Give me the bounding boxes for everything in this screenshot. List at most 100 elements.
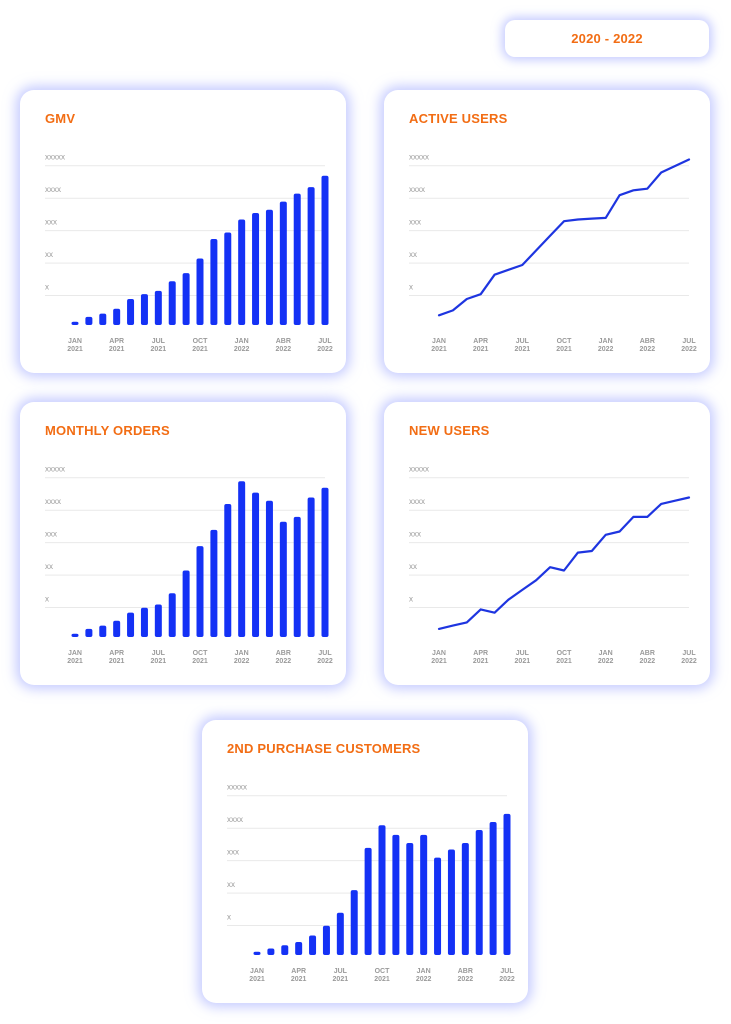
- bar: [265, 209, 273, 325]
- new-users-chart: xxxxxxxxxxxxxxxJAN2021APR2021JUL2021OCT2…: [409, 465, 697, 665]
- bar: [99, 313, 107, 325]
- date-range-badge: 2020 - 2022: [505, 20, 709, 57]
- y-tick-label: xxx: [45, 218, 57, 227]
- x-tick-label: 2022: [499, 976, 515, 983]
- bar: [293, 193, 301, 325]
- bar: [85, 316, 93, 325]
- bar: [210, 529, 218, 637]
- x-tick-label: 2021: [109, 658, 125, 665]
- x-tick-label: 2022: [681, 346, 697, 353]
- bar: [238, 481, 246, 637]
- bar: [182, 570, 190, 637]
- chart-title: NEW USERS: [409, 423, 490, 438]
- bar: [321, 175, 329, 325]
- x-tick-label: ABR: [640, 650, 655, 657]
- active-users-chart-card: ACTIVE USERS x xx xxx xxxx xxxxx JAN 2021 APR 20…: [384, 90, 710, 373]
- bar: [85, 628, 93, 637]
- active-users-chart: xxxxxxxxxxxxxxxJAN2021APR2021JUL2021OCT2…: [409, 153, 697, 353]
- bar: [127, 299, 135, 325]
- y-tick-label: xxxx: [409, 185, 425, 194]
- x-tick-label: JUL: [516, 338, 530, 345]
- y-tick-label: xx: [45, 250, 53, 259]
- bar: [113, 308, 121, 325]
- x-tick-label: 2022: [640, 346, 656, 353]
- chart-title: MONTHLY ORDERS: [45, 423, 170, 438]
- x-tick-label: OCT: [557, 338, 573, 345]
- x-tick-label: 2022: [276, 346, 292, 353]
- x-tick-label: 2021: [556, 658, 572, 665]
- x-tick-label: 2022: [234, 346, 250, 353]
- x-tick-label: JUL: [500, 968, 514, 975]
- x-tick-label: 2021: [151, 658, 167, 665]
- x-tick-label: ABR: [640, 338, 655, 345]
- bar: [364, 847, 372, 955]
- x-tick-label: 2022: [640, 658, 656, 665]
- x-tick-label: 2022: [681, 658, 697, 665]
- y-tick-label: xxxxx: [45, 465, 65, 474]
- x-tick-label: APR: [291, 968, 306, 975]
- bar: [503, 813, 511, 955]
- x-tick-label: ABR: [276, 338, 291, 345]
- bar: [293, 516, 301, 637]
- bar: [281, 945, 289, 955]
- bar: [252, 492, 260, 637]
- x-tick-label: OCT: [193, 650, 209, 657]
- bar: [378, 825, 386, 955]
- y-tick-label: xxxx: [409, 497, 425, 506]
- x-tick-label: ABR: [276, 650, 291, 657]
- x-tick-label: APR: [109, 338, 124, 345]
- y-tick-label: xx: [227, 880, 235, 889]
- x-tick-label: 2021: [431, 658, 447, 665]
- x-tick-label: JUL: [152, 650, 166, 657]
- y-tick-label: xxxxx: [227, 783, 247, 792]
- x-tick-label: JUL: [318, 650, 332, 657]
- x-tick-label: 2021: [515, 658, 531, 665]
- bar: [127, 612, 135, 637]
- bar: [265, 500, 273, 637]
- x-tick-label: 2021: [109, 346, 125, 353]
- bar: [140, 607, 148, 637]
- bar: [336, 912, 344, 955]
- x-tick-label: 2021: [515, 346, 531, 353]
- bar: [295, 942, 303, 955]
- x-tick-label: JUL: [682, 650, 696, 657]
- bar: [279, 201, 287, 325]
- bar: [252, 213, 260, 325]
- bar: [238, 219, 246, 325]
- y-tick-label: xxxxx: [45, 153, 65, 162]
- bar: [154, 290, 162, 325]
- y-tick-label: xxx: [227, 848, 239, 857]
- bar: [224, 232, 232, 325]
- y-tick-label: xxxx: [45, 497, 61, 506]
- second-purchase-customers-chart-card: 2ND PURCHASE CUSTOMERS x xx xxx xxxx xxxxx JA…: [202, 720, 528, 1003]
- y-tick-label: xx: [45, 562, 53, 571]
- x-tick-label: JUL: [682, 338, 696, 345]
- y-tick-label: x: [45, 283, 49, 292]
- x-tick-label: 2022: [416, 976, 432, 983]
- bar: [307, 497, 315, 637]
- bar: [321, 487, 329, 637]
- bar: [420, 834, 428, 955]
- x-tick-label: 2022: [317, 658, 333, 665]
- x-tick-label: OCT: [375, 968, 391, 975]
- bar: [196, 546, 204, 637]
- bar: [309, 935, 317, 955]
- y-tick-label: xxx: [409, 218, 421, 227]
- new-users-chart-card: NEW USERS x xx xxx xxxx xxxxx JAN 2021 APR 2021 J…: [384, 402, 710, 685]
- x-tick-label: 2021: [556, 346, 572, 353]
- chart-title: ACTIVE USERS: [409, 111, 508, 126]
- x-tick-label: JAN: [250, 968, 264, 975]
- x-tick-label: JAN: [599, 650, 613, 657]
- bar: [475, 830, 483, 955]
- x-tick-label: APR: [473, 650, 488, 657]
- series-line: [437, 158, 691, 317]
- bar: [392, 834, 400, 955]
- y-tick-label: xxxx: [45, 185, 61, 194]
- x-tick-label: 2021: [249, 976, 265, 983]
- x-tick-label: 2022: [458, 976, 474, 983]
- x-tick-label: JUL: [334, 968, 348, 975]
- series-line: [437, 496, 691, 630]
- bar: [154, 604, 162, 637]
- x-tick-label: JAN: [432, 650, 446, 657]
- monthly-orders-chart-card: MONTHLY ORDERS x xx xxx xxxx xxxxx JAN 2021 APR…: [20, 402, 346, 685]
